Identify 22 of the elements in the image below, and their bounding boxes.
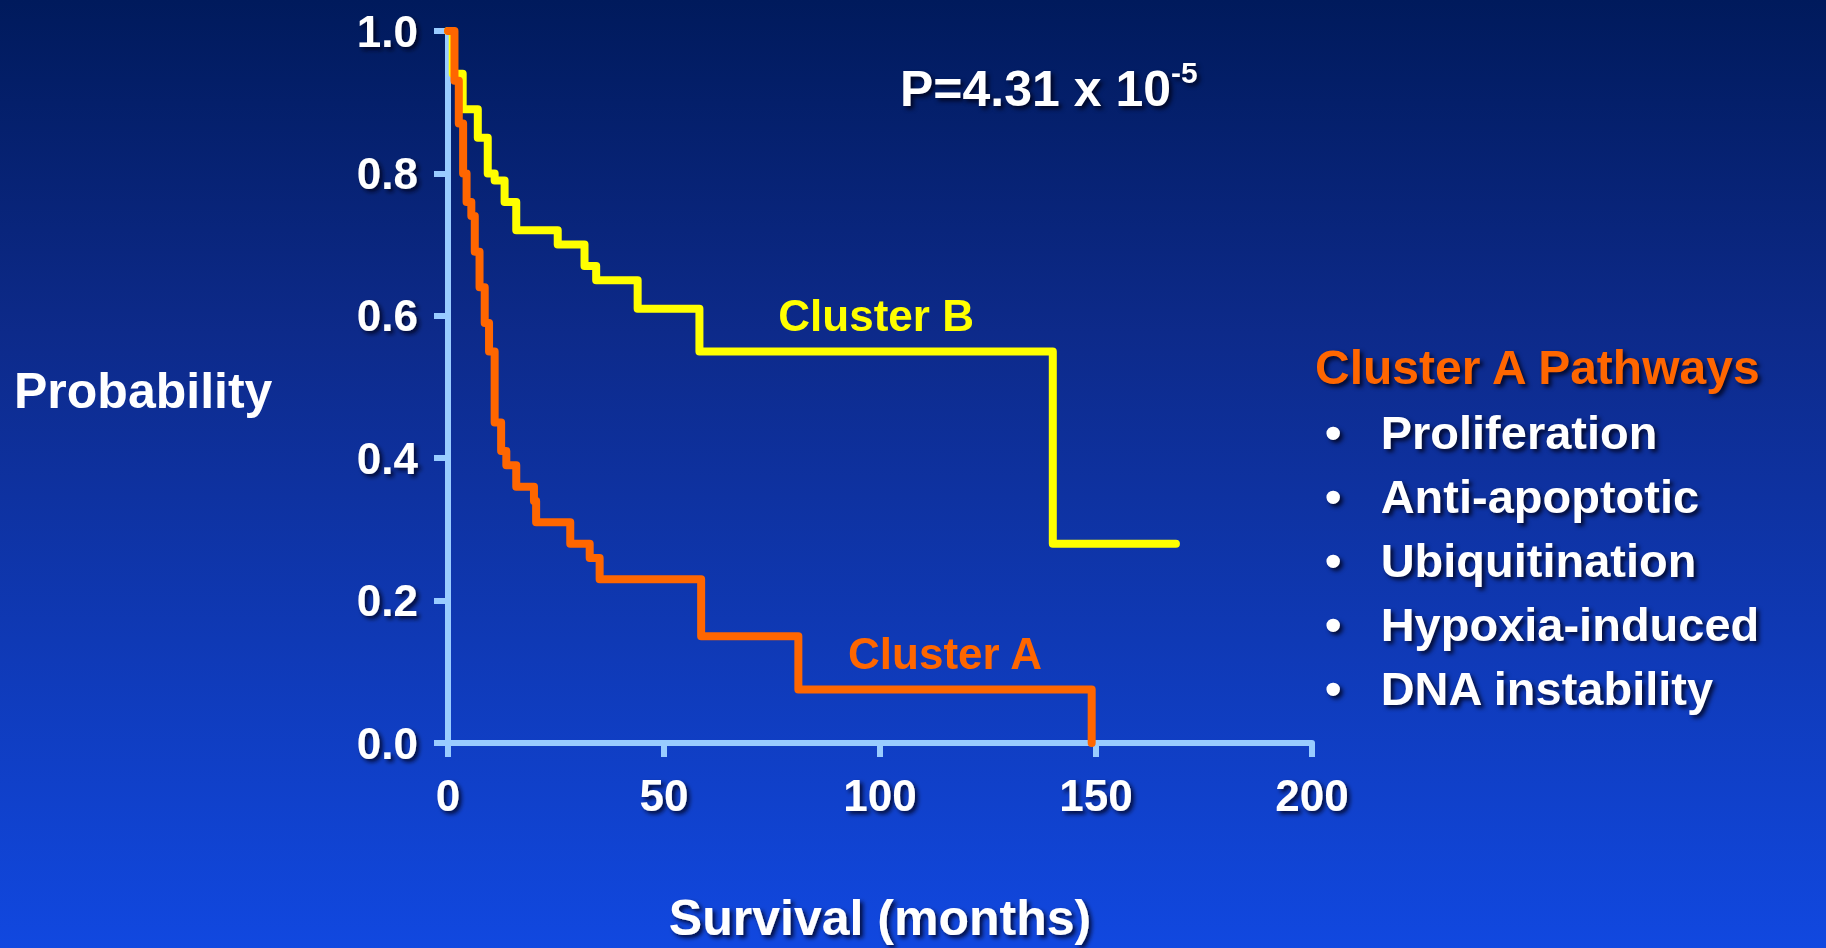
x-tick-label: 200: [1275, 770, 1349, 820]
annotation: P=4.31 x 10$^{-5}$: [900, 56, 1198, 118]
text: • Anti-apoptotic: [1325, 469, 1701, 525]
series-label: Cluster A: [848, 629, 1042, 679]
y-tick-label: 0.4: [356, 433, 419, 483]
text: Cluster A Pathways: [1315, 340, 1760, 395]
y-tick-label: 0.2: [356, 576, 418, 626]
text: • DNA instability: [1325, 661, 1715, 717]
y-tick-label: 0.6: [356, 291, 418, 341]
x-tick-label: 50: [639, 770, 689, 820]
x-tick-label: 100: [843, 770, 917, 820]
y-axis-title: Probability: [14, 363, 273, 419]
text: • Ubiquitination: [1325, 533, 1698, 589]
y-tick-label: 0.8: [356, 148, 418, 198]
y-tick-label: 1.0: [356, 6, 418, 56]
x-tick-label: 150: [1059, 770, 1133, 820]
text: • Hypoxia-induced: [1325, 597, 1760, 653]
y-tick-label: 0.0: [356, 718, 418, 768]
x-axis-title: Survival (months): [668, 890, 1092, 946]
text: • Proliferation: [1325, 405, 1659, 461]
series-label: Cluster B: [778, 290, 974, 340]
x-tick-label: 0: [435, 770, 461, 820]
